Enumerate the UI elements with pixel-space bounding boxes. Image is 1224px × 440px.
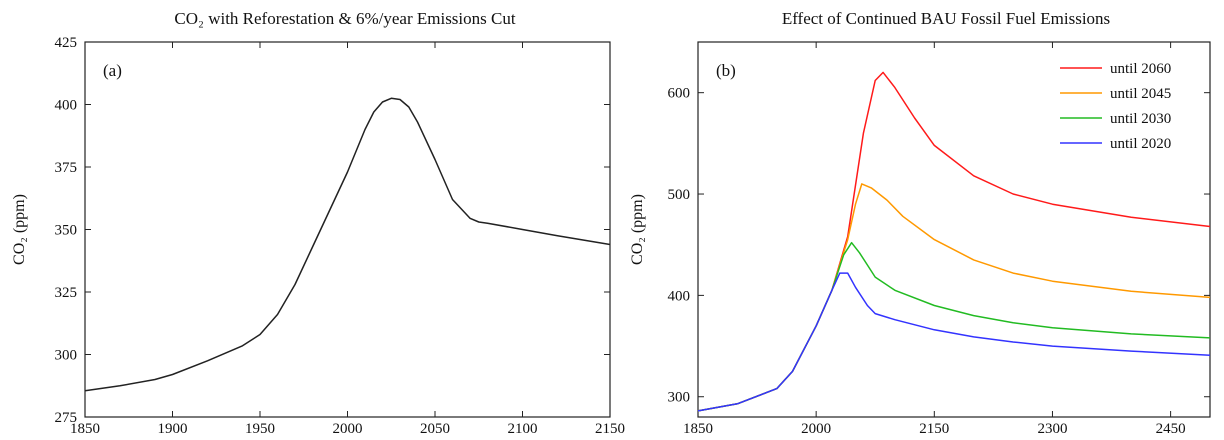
a-y-tick-label: 275 [55, 410, 78, 426]
b-series-line-2 [697, 241, 1211, 412]
b-y-tick-label: 500 [668, 187, 691, 203]
b-x-tick-label: 2150 [919, 421, 949, 437]
b-y-tick-label: 400 [668, 288, 691, 304]
b-series-line-3 [697, 272, 1211, 412]
panel-b-tag: (b) [716, 61, 736, 80]
b-legend-label-3: until 2020 [1110, 136, 1171, 152]
a-x-tick-label: 1900 [158, 421, 188, 437]
panel-b-legend: until 2060 until 2045 until 2030 until 2020 [1060, 61, 1171, 152]
panel-a-tag: (a) [103, 61, 122, 80]
panel-a-series [84, 97, 611, 392]
b-x-tick-label: 2000 [801, 421, 831, 437]
b-legend-label-2: until 2030 [1110, 111, 1171, 127]
b-x-tick-label: 2450 [1156, 421, 1186, 437]
panel-b-ticks: 1850 2000 2150 2300 2450 300 400 500 600 [668, 42, 1210, 437]
a-y-tick-label: 400 [55, 98, 78, 114]
b-x-tick-label: 1850 [683, 421, 713, 437]
a-y-tick-label: 300 [55, 348, 78, 364]
b-legend-label-1: until 2045 [1110, 86, 1171, 102]
a-x-tick-label: 1850 [70, 421, 100, 437]
panel-b-plot-frame [697, 41, 1211, 418]
b-y-tick-label: 600 [668, 86, 691, 102]
panel-a-plot-frame [84, 41, 611, 418]
a-y-tick-label: 325 [55, 285, 78, 301]
panel-a-y-axis-label: CO₂ (ppm) [11, 194, 28, 265]
a-y-tick-label: 425 [55, 35, 78, 51]
panel-b-y-axis-label: CO₂ (ppm) [629, 194, 646, 265]
b-y-tick-label: 300 [668, 390, 691, 406]
a-y-tick-label: 350 [55, 223, 78, 239]
panel-a-title: CO₂ with Reforestation & 6%/year Emissio… [174, 9, 515, 28]
a-x-tick-label: 1950 [245, 421, 275, 437]
a-series-line-0 [84, 97, 611, 392]
panel-a-ticks: 1850 1900 1950 2000 2050 2100 2150 275 300 325 350… [55, 35, 626, 437]
panel-b: Effect of Continued BAU Fossil Fuel Emis… [629, 9, 1211, 437]
panel-a: CO₂ with Reforestation & 6%/year Emissio… [11, 9, 625, 437]
a-x-tick-label: 2150 [595, 421, 625, 437]
a-x-tick-label: 2100 [508, 421, 538, 437]
a-x-tick-label: 2050 [420, 421, 450, 437]
panel-b-series [697, 71, 1211, 412]
a-y-tick-label: 375 [55, 160, 78, 176]
panel-b-title: Effect of Continued BAU Fossil Fuel Emis… [782, 9, 1110, 28]
b-legend-label-0: until 2060 [1110, 61, 1171, 77]
a-x-tick-label: 2000 [333, 421, 363, 437]
b-x-tick-label: 2300 [1037, 421, 1067, 437]
